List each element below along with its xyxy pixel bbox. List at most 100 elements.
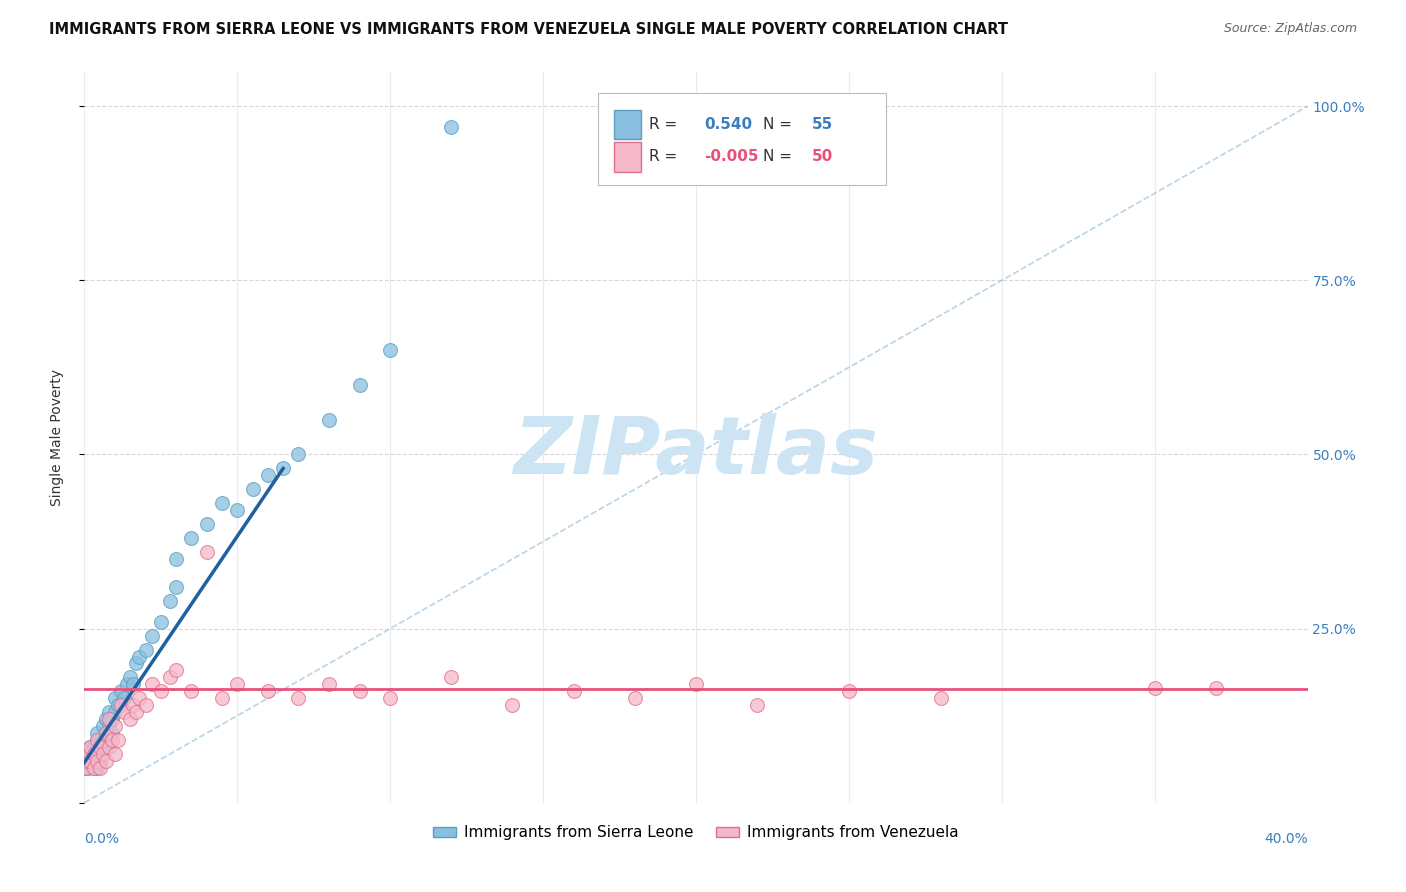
Point xyxy=(83,761,105,775)
Point xyxy=(380,343,402,357)
Point xyxy=(112,705,135,719)
Point xyxy=(104,747,127,761)
Point xyxy=(271,461,294,475)
Point xyxy=(112,691,135,706)
Point xyxy=(97,705,120,719)
Point xyxy=(318,677,340,691)
Text: N =: N = xyxy=(763,117,792,132)
Point xyxy=(125,657,148,671)
Point xyxy=(211,496,233,510)
Point xyxy=(149,684,172,698)
Point xyxy=(165,552,187,566)
Point xyxy=(349,684,371,698)
Point xyxy=(838,684,860,698)
Point xyxy=(440,670,463,684)
Point xyxy=(149,615,172,629)
Point xyxy=(83,754,105,768)
Point xyxy=(89,754,111,768)
Point xyxy=(128,691,150,706)
Text: 50: 50 xyxy=(813,150,834,164)
Point xyxy=(97,733,120,747)
Point xyxy=(77,747,100,761)
Point xyxy=(195,545,218,559)
Point xyxy=(226,677,249,691)
Text: IMMIGRANTS FROM SIERRA LEONE VS IMMIGRANTS FROM VENEZUELA SINGLE MALE POVERTY CO: IMMIGRANTS FROM SIERRA LEONE VS IMMIGRAN… xyxy=(49,22,1008,37)
Point xyxy=(104,719,127,733)
Point xyxy=(135,642,157,657)
Point xyxy=(128,649,150,664)
Point xyxy=(84,747,107,761)
Text: 0.540: 0.540 xyxy=(704,117,752,132)
Text: R =: R = xyxy=(650,150,678,164)
Point xyxy=(1143,681,1166,695)
Point xyxy=(257,468,280,483)
Point xyxy=(624,691,647,706)
Point xyxy=(349,377,371,392)
Point xyxy=(86,754,108,768)
Point xyxy=(122,677,145,691)
Point xyxy=(76,754,98,768)
Point xyxy=(101,733,124,747)
Point xyxy=(318,412,340,426)
Point xyxy=(91,719,114,733)
Point xyxy=(80,747,103,761)
Point xyxy=(562,684,585,698)
Point xyxy=(91,747,114,761)
Point xyxy=(1205,681,1227,695)
Point xyxy=(685,677,707,691)
Point xyxy=(101,712,124,726)
Point xyxy=(91,733,114,747)
Point xyxy=(440,120,463,134)
Point xyxy=(135,698,157,713)
Point xyxy=(94,726,117,740)
Point xyxy=(79,740,101,755)
Point xyxy=(75,761,97,775)
Point xyxy=(257,684,280,698)
Point xyxy=(929,691,952,706)
Point xyxy=(94,712,117,726)
Point xyxy=(97,712,120,726)
Point xyxy=(287,691,309,706)
FancyBboxPatch shape xyxy=(598,94,886,185)
Point xyxy=(83,740,105,755)
Point xyxy=(86,726,108,740)
Point xyxy=(120,712,142,726)
Text: ZIPatlas: ZIPatlas xyxy=(513,413,879,491)
Text: N =: N = xyxy=(763,150,792,164)
Point xyxy=(89,740,111,755)
Point xyxy=(380,691,402,706)
Y-axis label: Single Male Poverty: Single Male Poverty xyxy=(49,368,63,506)
Point xyxy=(101,726,124,740)
Point xyxy=(94,754,117,768)
Point xyxy=(76,754,98,768)
Point xyxy=(97,740,120,755)
Point xyxy=(79,754,101,768)
Point xyxy=(159,670,181,684)
Point xyxy=(226,503,249,517)
Point xyxy=(165,664,187,678)
Point xyxy=(120,670,142,684)
Point xyxy=(125,705,148,719)
Point xyxy=(165,580,187,594)
Point xyxy=(83,761,105,775)
Point xyxy=(110,684,132,698)
Point xyxy=(195,517,218,532)
Point xyxy=(83,747,105,761)
Point xyxy=(86,733,108,747)
Point xyxy=(94,726,117,740)
Point xyxy=(502,698,524,713)
Point xyxy=(211,691,233,706)
Point xyxy=(180,684,202,698)
Point xyxy=(89,761,111,775)
Point xyxy=(107,733,129,747)
FancyBboxPatch shape xyxy=(614,110,641,139)
Text: R =: R = xyxy=(650,117,678,132)
Point xyxy=(110,698,132,713)
Point xyxy=(86,761,108,775)
Point xyxy=(97,719,120,733)
FancyBboxPatch shape xyxy=(614,143,641,171)
Text: 40.0%: 40.0% xyxy=(1264,832,1308,846)
Text: 55: 55 xyxy=(813,117,834,132)
Point xyxy=(104,705,127,719)
Point xyxy=(141,629,163,643)
